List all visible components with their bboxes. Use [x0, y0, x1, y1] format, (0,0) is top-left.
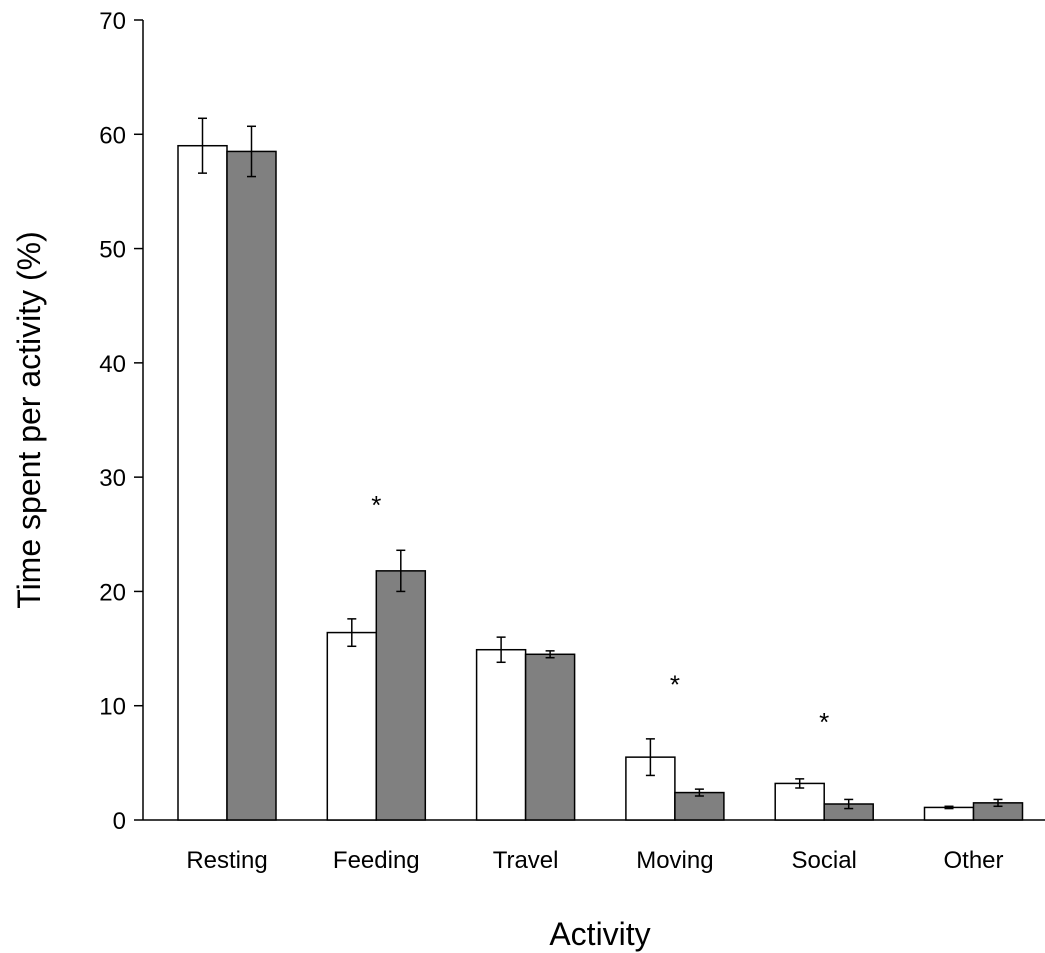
significance-markers: * * * — [371, 490, 829, 737]
y-axis-title: Time spent per activity (%) — [11, 231, 47, 609]
bar-travel-series-1 — [475, 648, 527, 821]
y-axis: 0 10 20 30 40 50 60 70 — [99, 8, 144, 835]
y-tick-label: 70 — [99, 8, 126, 35]
y-tick-label: 50 — [99, 237, 126, 264]
x-category-label: Other — [943, 847, 1003, 874]
bar-feeding-series-2 — [375, 570, 427, 821]
significance-asterisk: * — [819, 707, 829, 737]
x-category-label: Social — [792, 847, 857, 874]
x-category-label: Feeding — [333, 847, 420, 874]
error-bar — [496, 636, 506, 664]
error-bar — [347, 618, 357, 648]
error-bar — [993, 798, 1003, 808]
error-bar — [247, 125, 256, 178]
bars — [177, 144, 1024, 821]
error-bar — [844, 798, 854, 810]
error-bar — [198, 117, 207, 174]
x-axis-title: Activity — [549, 916, 650, 952]
error-bar — [944, 805, 954, 810]
y-tick-label: 10 — [99, 694, 126, 721]
bar-resting-series-2 — [226, 150, 277, 821]
bar-social-series-1 — [774, 782, 825, 821]
x-category-label: Resting — [186, 847, 267, 874]
bar-feeding-series-1 — [326, 631, 378, 821]
error-bar — [795, 778, 805, 789]
x-category-label: Travel — [493, 847, 559, 874]
bar-travel-series-2 — [524, 653, 576, 821]
error-bar — [396, 549, 406, 593]
y-tick-label: 40 — [99, 351, 126, 378]
error-bar — [694, 788, 704, 797]
y-tick-label: 0 — [113, 808, 126, 835]
error-bar — [545, 650, 555, 659]
significance-asterisk: * — [670, 669, 680, 699]
x-axis: Resting Feeding Travel Moving Social Other — [143, 819, 1045, 874]
x-category-label: Moving — [636, 847, 713, 874]
error-bars — [198, 117, 1003, 810]
significance-asterisk: * — [371, 490, 381, 520]
bar-resting-series-1 — [177, 144, 228, 821]
error-bar — [645, 738, 655, 777]
y-tick-label: 30 — [99, 465, 126, 492]
y-tick-label: 20 — [99, 579, 126, 606]
y-tick-label: 60 — [99, 122, 126, 149]
